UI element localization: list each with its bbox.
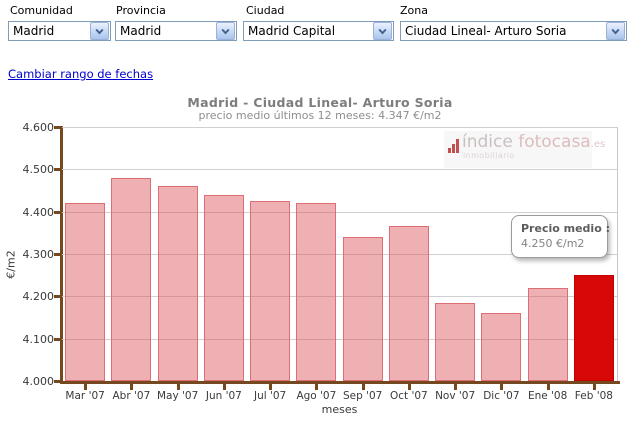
x-axis-tick (454, 384, 458, 390)
fotocasa-watermark: índice fotocasa.es inmobiliario (444, 131, 605, 168)
gridline (62, 169, 617, 171)
chart-bar[interactable] (527, 288, 568, 381)
x-axis-title: meses (321, 403, 358, 416)
y-axis-tick-label: 4.300 (22, 248, 55, 261)
y-axis-tick (54, 337, 62, 341)
ciudad-select-value: Madrid Capital (248, 24, 336, 38)
x-axis-tick (546, 384, 550, 390)
x-axis-tick-label: Ene '08 (527, 390, 568, 402)
chart-bar-highlighted[interactable] (573, 275, 614, 381)
x-axis-tick (361, 384, 365, 390)
x-axis-tick (222, 384, 226, 390)
x-axis-tick (269, 384, 273, 390)
x-axis-tick (176, 384, 180, 390)
y-axis-tick-label: 4.400 (22, 205, 55, 219)
chart-bar[interactable] (342, 237, 383, 381)
chevron-down-icon (216, 22, 235, 40)
gridline (62, 338, 617, 340)
provincia-select-value: Madrid (120, 24, 162, 38)
chart-bar[interactable] (111, 178, 152, 381)
chart-title: Madrid - Ciudad Lineal- Arturo Soria (187, 95, 453, 110)
plot-right-border (617, 127, 618, 381)
bar-chart-icon (448, 138, 459, 153)
x-axis-tick-label: Dic '07 (483, 390, 520, 402)
chart-bar[interactable] (296, 203, 337, 381)
chart-bar[interactable] (435, 303, 475, 381)
chevron-down-icon (90, 22, 109, 40)
gridline (62, 254, 617, 255)
ciudad-label: Ciudad (246, 4, 285, 17)
watermark-inmobiliario-text: inmobiliario (463, 151, 515, 160)
gridline (62, 211, 617, 213)
tooltip-value: 4.250 €/m2 (521, 237, 585, 250)
x-axis-tick-label: May '07 (156, 390, 199, 402)
x-axis-tick (84, 384, 88, 390)
provincia-select[interactable]: Madrid (115, 21, 237, 41)
watermark-es-text: .es (590, 139, 606, 150)
x-axis-line (60, 381, 620, 384)
change-date-range-link[interactable]: Cambiar rango de fechas (8, 67, 154, 81)
x-axis-tick-label: Mar '07 (65, 390, 105, 402)
chart-bar[interactable] (203, 195, 244, 381)
y-axis-tick-label: 4.200 (22, 290, 55, 304)
chart-bar[interactable] (250, 201, 290, 381)
y-axis-tick-label: 4.500 (22, 163, 55, 177)
x-axis-tick (592, 384, 596, 390)
gridline (62, 127, 617, 128)
x-axis-tick-label: Nov '07 (435, 390, 476, 402)
zona-select-value: Ciudad Lineal- Arturo Soria (405, 24, 567, 38)
x-axis-tick (130, 384, 134, 390)
y-axis-tick-label: 4.600 (22, 121, 55, 134)
x-axis-tick-label: Jul '07 (253, 390, 287, 402)
chart-bar[interactable] (388, 226, 429, 381)
x-axis-tick-label: Abr '07 (112, 390, 151, 402)
chart-bar[interactable] (65, 203, 105, 381)
tooltip-label: Precio medio : (521, 222, 610, 235)
x-axis-tick (500, 384, 504, 390)
chart-bar[interactable] (481, 313, 522, 381)
x-axis-tick (315, 384, 319, 390)
x-axis-tick-label: Oct '07 (390, 390, 428, 402)
y-axis-tick (54, 253, 62, 256)
comunidad-label: Comunidad (10, 4, 73, 17)
chart-subtitle: precio medio últimos 12 meses: 4.347 €/m… (198, 109, 442, 122)
ciudad-select[interactable]: Madrid Capital (243, 21, 394, 41)
y-axis-tick (54, 126, 62, 129)
comunidad-select-value: Madrid (13, 24, 55, 38)
zona-select[interactable]: Ciudad Lineal- Arturo Soria (400, 21, 627, 41)
y-axis-tick (54, 295, 62, 299)
chevron-down-icon (373, 22, 392, 40)
y-axis-tick (54, 168, 62, 172)
x-axis-tick-label: Sep '07 (342, 390, 383, 402)
provincia-label: Provincia (116, 4, 166, 17)
y-axis-tick-label: 4.100 (22, 332, 55, 346)
price-tooltip: Precio medio : 4.250 €/m2 (511, 215, 610, 258)
y-axis-tick (54, 210, 62, 214)
x-axis-tick (407, 384, 411, 390)
chevron-down-icon (606, 22, 625, 40)
comunidad-select[interactable]: Madrid (8, 21, 111, 41)
watermark-fotocasa-text: fotocasa (518, 132, 591, 152)
x-axis-tick-label: Jun '07 (205, 390, 242, 402)
x-axis-tick-label: Ago '07 (296, 390, 337, 402)
chart-bar[interactable] (157, 186, 198, 381)
gridline (62, 296, 617, 298)
y-axis-tick (54, 380, 62, 383)
zona-label: Zona (400, 4, 428, 17)
watermark-indice-text: índice (462, 132, 513, 152)
y-axis-tick-label: 4.000 (22, 375, 55, 388)
x-axis-tick-label: Feb '08 (574, 390, 613, 402)
